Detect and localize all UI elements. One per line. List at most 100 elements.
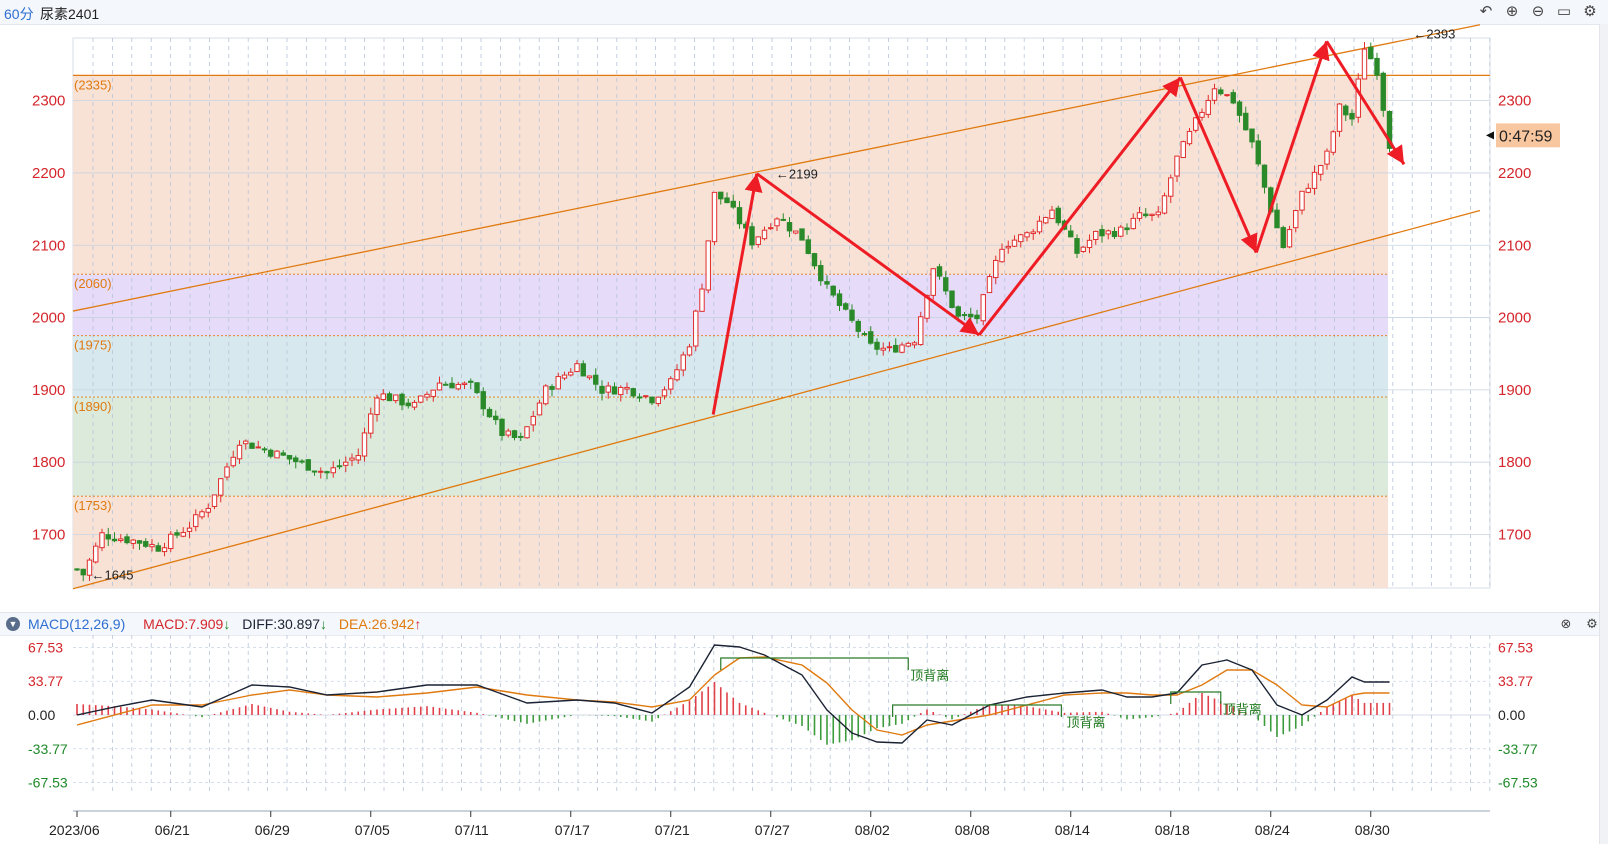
candle-body [1193, 117, 1199, 131]
candle-body [343, 461, 349, 466]
trend-line [72, 209, 1481, 590]
candle-body [1099, 229, 1105, 237]
candle [899, 342, 905, 354]
candle-body [1361, 48, 1368, 80]
candle [486, 407, 493, 418]
candle [986, 274, 993, 294]
candle [1374, 52, 1380, 80]
candle-body [1068, 230, 1074, 238]
close-icon[interactable]: ⊗ [1560, 616, 1572, 631]
candle [149, 539, 155, 552]
candle [680, 351, 686, 377]
candle [155, 542, 161, 552]
candle [693, 309, 699, 352]
candle-body [1111, 230, 1118, 238]
candle-body [486, 408, 493, 418]
candle [599, 380, 605, 401]
candle-body [449, 382, 455, 389]
main-price-chart[interactable]: 1700 1700 1800 1800 1900 1900 2000 2000 2100 2100… [0, 24, 1598, 612]
candle-body [568, 371, 574, 376]
macd-chart[interactable]: 67.53 67.53 33.77 33.77 0.00 0.00 -33.77 -33.77… [0, 635, 1598, 844]
candle-body [761, 229, 768, 240]
settings-icon[interactable]: ⚙ [1583, 3, 1597, 20]
candle [880, 342, 886, 356]
candle-body [168, 533, 174, 550]
candle-body [130, 539, 136, 544]
candle-body [1343, 105, 1349, 116]
candle-body [793, 230, 799, 234]
candle-body [780, 218, 786, 221]
candle [293, 455, 299, 469]
y-tick-left: 2200 [32, 165, 65, 182]
candle [143, 538, 149, 549]
y-tick-right: 2300 [1498, 93, 1531, 110]
zoom-in-icon[interactable]: ⊕ [1505, 3, 1519, 20]
candle [1030, 228, 1036, 241]
right-scrollbar[interactable] [1599, 24, 1608, 844]
level-label: (1890) [74, 399, 112, 414]
candle-body [555, 376, 561, 390]
candle-body [1124, 227, 1130, 231]
x-tick-label: 08/02 [855, 822, 890, 838]
candles [74, 41, 1393, 582]
undo-icon[interactable]: ↶ [1479, 3, 1493, 20]
candle [643, 395, 649, 399]
candle-body [1255, 140, 1261, 165]
candle [1293, 209, 1299, 233]
candle-body [1286, 229, 1293, 248]
candle-body [911, 342, 918, 346]
candle-body [986, 276, 993, 294]
candle-body [411, 401, 418, 408]
candle [649, 396, 655, 406]
candle-body [1374, 57, 1380, 76]
candle [424, 391, 430, 401]
candle-body [1293, 210, 1299, 229]
candle-body [868, 331, 874, 344]
candle-body [930, 268, 936, 296]
candle-body [774, 218, 780, 227]
candle-body [874, 341, 880, 350]
symbol-label: 尿素2401 [40, 6, 100, 22]
candle-body [368, 413, 374, 434]
candle-body [493, 415, 499, 421]
candle-body [1180, 141, 1186, 159]
candle-body [286, 455, 293, 460]
diff-value: DIFF:30.897↓ [242, 616, 327, 632]
candle-body [968, 313, 974, 318]
candle [1236, 100, 1243, 123]
window-icon[interactable]: ▭ [1556, 3, 1572, 20]
candle [136, 540, 143, 550]
candle-body [105, 534, 111, 540]
zoom-out-icon[interactable]: ⊖ [1531, 3, 1545, 20]
period-label[interactable]: 60分 [4, 6, 34, 22]
indicator-settings-icon[interactable]: ⚙ [1586, 616, 1598, 631]
candle [905, 341, 911, 348]
candle [830, 285, 836, 298]
y-tick-right: 1800 [1498, 454, 1531, 471]
candle-body [193, 514, 199, 528]
divergence-box [892, 704, 1062, 717]
candle [699, 283, 705, 312]
y-tick-right: 2000 [1498, 310, 1531, 327]
candle-body [268, 449, 274, 457]
candle-body [974, 314, 980, 320]
collapse-icon[interactable]: ▼ [6, 617, 20, 631]
candle-body [1130, 217, 1136, 230]
candle-body [955, 306, 961, 317]
candle-body [724, 197, 730, 204]
candle [711, 191, 718, 246]
candle [236, 440, 243, 464]
candle-body [999, 248, 1005, 263]
candle [193, 509, 199, 532]
candle [518, 432, 524, 442]
candle-body [80, 568, 86, 576]
candle-body [405, 402, 411, 407]
candle-body [680, 354, 686, 371]
candle-body [1349, 112, 1355, 120]
candle [399, 392, 405, 411]
candle [636, 393, 643, 402]
candle-body [318, 470, 324, 473]
candle [455, 381, 461, 391]
candle-body [111, 538, 118, 542]
candle [724, 192, 730, 204]
